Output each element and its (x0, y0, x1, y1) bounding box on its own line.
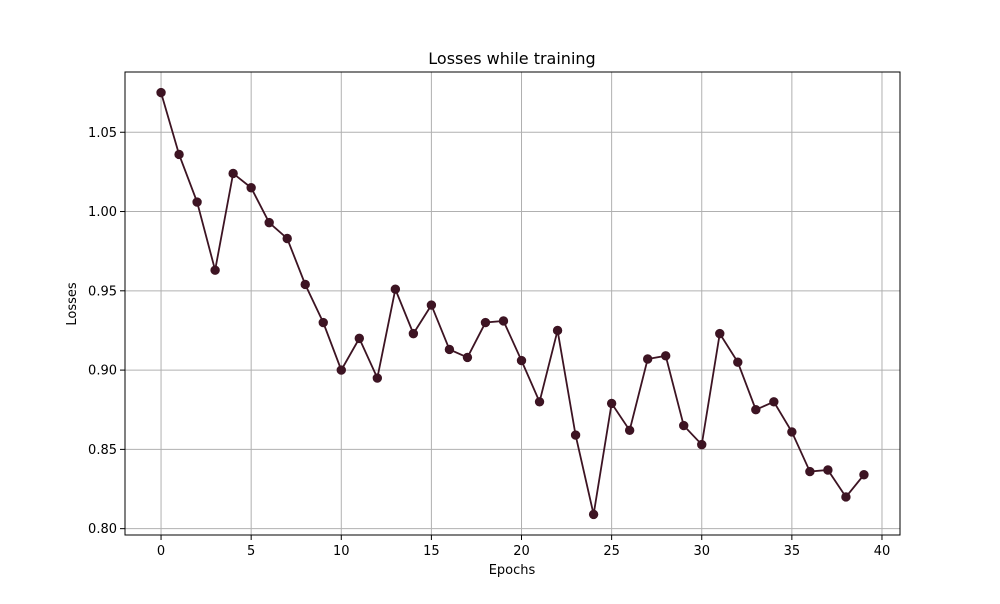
data-point (769, 397, 779, 407)
x-tick-label: 15 (423, 544, 440, 559)
data-point (372, 373, 383, 383)
x-tick-label: 10 (333, 544, 350, 559)
data-point (300, 279, 310, 290)
data-point (859, 470, 869, 480)
series-layer (156, 87, 869, 520)
data-point (751, 405, 761, 415)
x-tick-label: 20 (513, 544, 530, 559)
plot-frame (124, 71, 901, 536)
x-tick-label: 25 (603, 544, 620, 559)
data-point (336, 365, 346, 375)
data-point (534, 397, 545, 407)
data-point (498, 316, 509, 326)
data-point (715, 328, 725, 339)
data-point (841, 492, 851, 502)
data-point (697, 439, 707, 450)
y-tick-label: 1.05 (88, 126, 117, 141)
x-tick-label: 0 (157, 544, 165, 559)
data-point (679, 420, 689, 431)
data-point (642, 354, 653, 364)
data-point (462, 352, 473, 363)
series-line (160, 92, 865, 515)
data-point (264, 217, 274, 228)
x-axis-label: Epochs (489, 563, 536, 578)
data-point (624, 425, 635, 436)
x-tick-label: 35 (784, 544, 801, 559)
data-point (588, 509, 599, 520)
grid-lines (125, 72, 900, 535)
axes (120, 71, 901, 540)
data-point (426, 300, 437, 310)
data-point (787, 427, 797, 437)
chart-title: Losses while training (428, 49, 595, 68)
x-tick-label: 30 (693, 544, 710, 559)
data-point (552, 325, 563, 336)
x-tick-label: 5 (247, 544, 255, 559)
data-point (444, 344, 455, 355)
y-tick-label: 0.90 (88, 364, 117, 379)
data-point (516, 355, 527, 366)
data-point (408, 328, 419, 339)
data-point (823, 465, 833, 475)
y-tick-label: 0.85 (88, 443, 117, 458)
data-point (805, 466, 815, 477)
data-point (318, 317, 328, 328)
y-tick-label: 0.80 (88, 522, 117, 537)
data-point (660, 351, 671, 361)
y-tick-label: 1.00 (88, 205, 117, 220)
data-point (733, 357, 743, 367)
data-point (246, 183, 256, 193)
data-point (570, 430, 581, 440)
data-point (174, 149, 184, 160)
tick-labels: 0 5 10 15 20 25 30 35 40 0.80 0.85 0.90 0.95 1.00 1.05 (88, 126, 890, 559)
data-point (282, 233, 292, 244)
y-axis-label: Losses (65, 282, 80, 326)
y-tick-label: 0.95 (88, 284, 117, 299)
data-point (606, 398, 617, 409)
data-point (480, 317, 491, 328)
x-tick-label: 40 (874, 544, 891, 559)
data-point (156, 87, 166, 98)
data-point (390, 284, 401, 294)
data-point (354, 333, 365, 344)
data-point (192, 197, 202, 207)
data-point (228, 168, 238, 179)
data-point (210, 265, 220, 275)
